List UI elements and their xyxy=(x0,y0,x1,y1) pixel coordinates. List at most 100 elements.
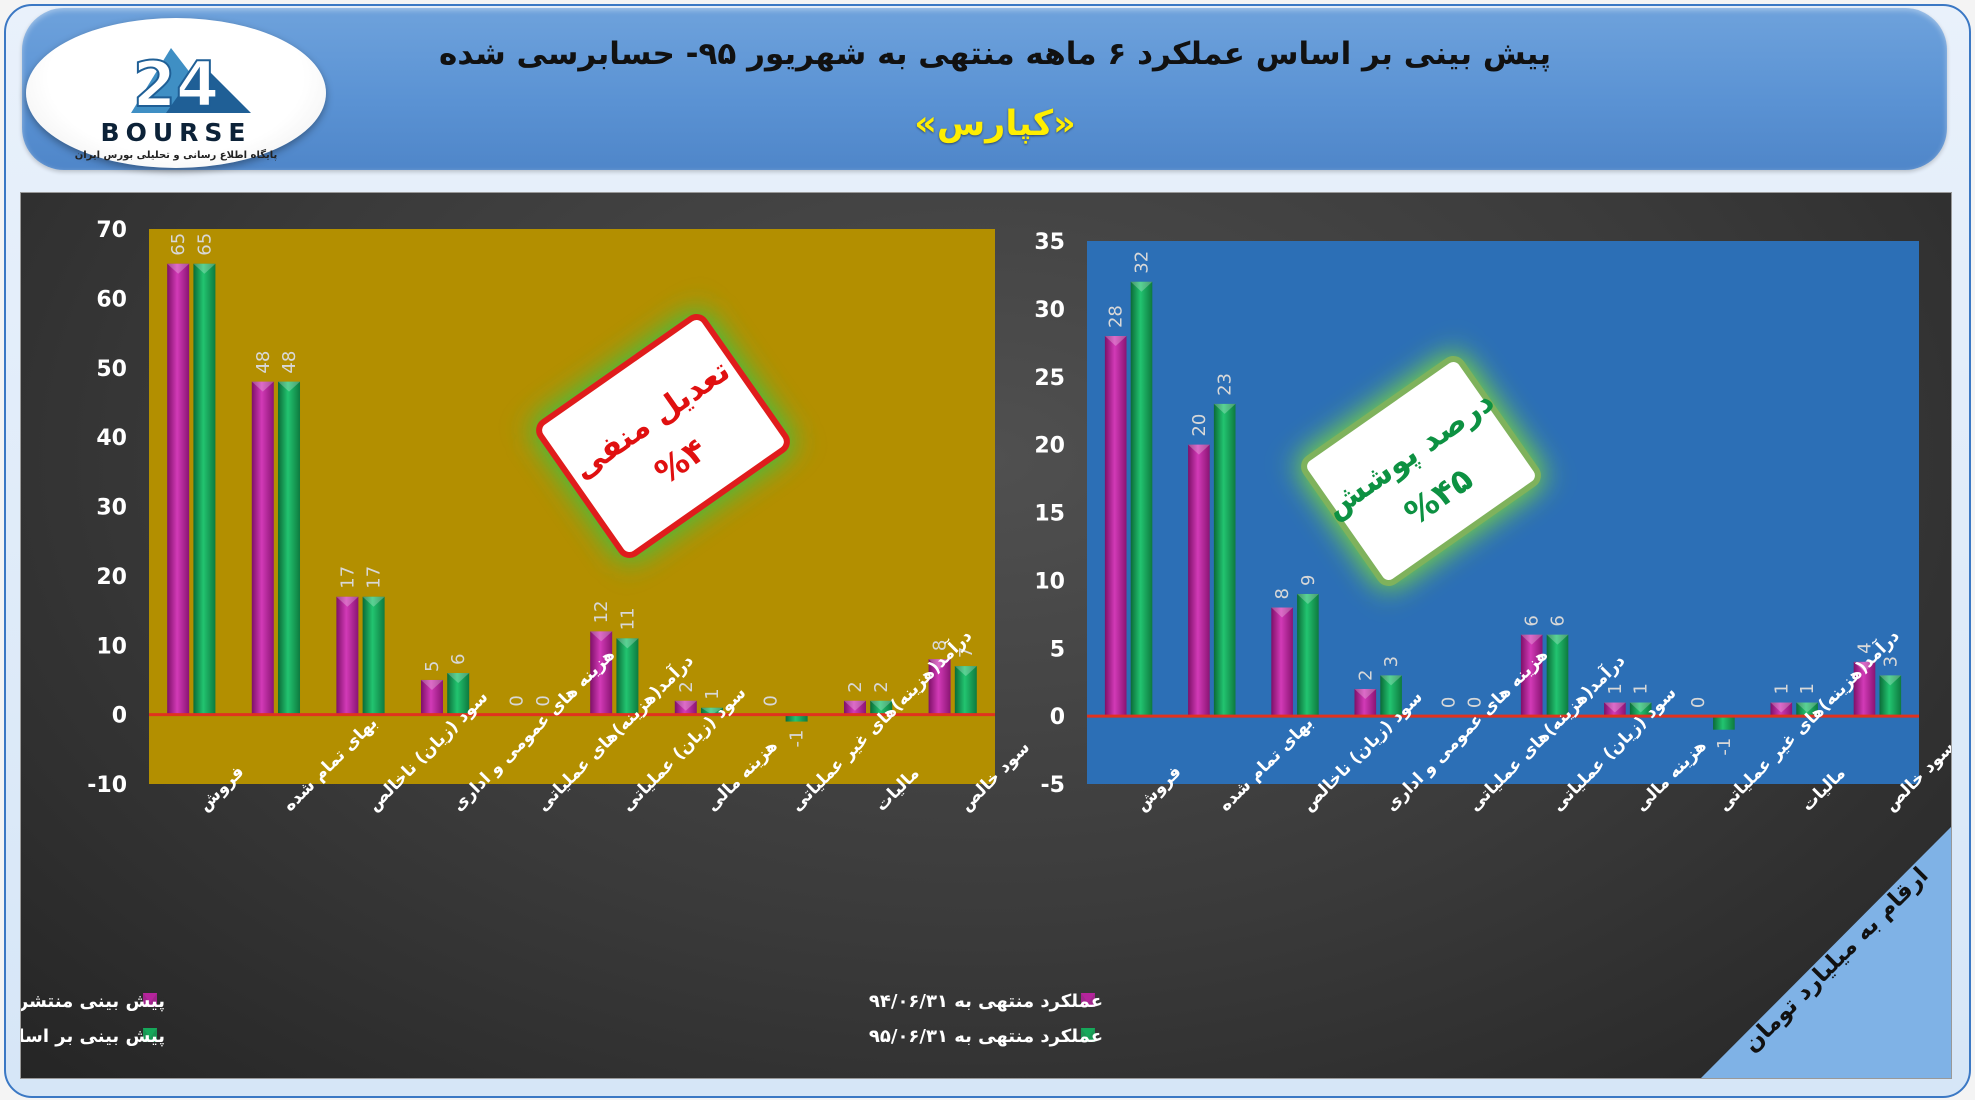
bar-bevel xyxy=(1213,403,1236,414)
bar xyxy=(251,381,274,715)
bar xyxy=(701,707,724,715)
y-tick-label: 25 xyxy=(1034,366,1065,391)
bar-bevel xyxy=(1297,593,1319,604)
bar-bevel xyxy=(1629,702,1652,713)
bar-bevel xyxy=(420,679,443,690)
data-label: 11 xyxy=(617,607,638,630)
legend-swatch-box xyxy=(143,993,157,1007)
data-label: 0 xyxy=(1439,697,1460,708)
bar xyxy=(362,596,385,715)
bar xyxy=(1104,336,1127,717)
data-label: 48 xyxy=(253,351,274,374)
bar xyxy=(1604,702,1626,717)
data-label: 7 xyxy=(956,647,977,658)
y-tick-label: 40 xyxy=(96,426,127,451)
logo-wordmark: BOURSE xyxy=(100,118,252,147)
bar xyxy=(167,263,190,715)
data-label: 9 xyxy=(1298,574,1319,585)
data-label: 5 xyxy=(422,660,443,671)
bar-bevel xyxy=(1604,702,1626,713)
bar xyxy=(336,596,359,715)
bar-bevel xyxy=(701,707,724,715)
logo-tagline: پایگاه اطلاع رسانی و تحلیلی بورس ایران xyxy=(74,150,278,161)
bar xyxy=(1713,716,1735,730)
bar-bevel xyxy=(251,381,274,392)
bar xyxy=(674,700,697,715)
logo-badge: 24 BOURSE پایگاه اطلاع رسانی و تحلیلی بو… xyxy=(26,18,326,168)
charts-canvas: -100102030405060706548175012202865481760… xyxy=(21,218,1951,1078)
bar xyxy=(1629,702,1652,717)
bar-bevel xyxy=(590,631,613,642)
bar xyxy=(278,381,301,715)
legend-label: پیش بینی بر اساس عملکرد ۶ ماهه xyxy=(21,1026,165,1047)
data-label: 4 xyxy=(1855,642,1876,653)
bar-bevel xyxy=(1879,675,1902,686)
data-label: 0 xyxy=(507,695,528,706)
y-tick-label: 30 xyxy=(96,496,127,521)
data-label: 0 xyxy=(1464,697,1485,708)
bar-bevel xyxy=(674,700,697,711)
bar-bevel xyxy=(1354,688,1377,699)
left-chart: -100102030405060706548175012202865481760… xyxy=(21,218,1034,1047)
data-label: 48 xyxy=(279,351,300,374)
bar-bevel xyxy=(1853,661,1876,672)
data-label: 17 xyxy=(364,566,385,589)
bar xyxy=(843,700,866,715)
bar-bevel xyxy=(447,673,470,683)
bar-bevel xyxy=(1130,281,1153,292)
data-label: 8 xyxy=(1272,588,1293,599)
bar xyxy=(590,631,613,715)
data-label: 2 xyxy=(676,681,697,692)
bar xyxy=(420,679,443,715)
bar-bevel xyxy=(362,596,385,607)
y-tick-label: 35 xyxy=(1034,230,1065,255)
bar xyxy=(1188,444,1210,717)
annotation-callout: تعدیل منفی%۴ xyxy=(533,311,793,561)
y-tick-label: 20 xyxy=(96,565,127,590)
bar xyxy=(1213,403,1236,717)
bar-bevel xyxy=(870,700,893,711)
data-label: 23 xyxy=(1215,373,1236,396)
units-badge: ارقام به میلیارد تومان xyxy=(1701,827,1951,1078)
data-label: 2 xyxy=(845,681,866,692)
svg-text:24: 24 xyxy=(133,48,219,121)
y-tick-label: 60 xyxy=(96,287,127,312)
data-label: 2 xyxy=(1355,670,1376,681)
data-label: 1 xyxy=(1771,683,1792,694)
bar-bevel xyxy=(1380,675,1402,686)
data-label: 1 xyxy=(1605,683,1626,694)
y-tick-label: 10 xyxy=(96,634,127,659)
bar xyxy=(1853,661,1876,717)
annotation-card xyxy=(1301,356,1541,586)
data-label: -1 xyxy=(1714,738,1735,756)
header-banner xyxy=(22,8,1947,170)
y-tick-label: -10 xyxy=(87,773,127,798)
bar xyxy=(785,714,808,722)
bar xyxy=(193,263,216,715)
data-label: 2 xyxy=(871,681,892,692)
bar-bevel xyxy=(928,659,951,670)
bar-bevel xyxy=(193,263,216,274)
y-tick-label: 0 xyxy=(1050,705,1065,730)
legend-label: عملکرد منتهی به ۹۵/۰۶/۳۱ xyxy=(869,1026,1103,1047)
bar xyxy=(447,673,470,715)
data-label: 12 xyxy=(591,600,612,623)
bar-bevel xyxy=(1520,634,1543,645)
bar-bevel xyxy=(1104,336,1127,347)
bar xyxy=(1271,607,1293,717)
bar-bevel xyxy=(616,638,639,649)
data-label: -1 xyxy=(787,730,808,748)
y-tick-label: -5 xyxy=(1041,773,1065,798)
bar xyxy=(1297,593,1319,717)
y-tick-label: 20 xyxy=(1034,434,1065,459)
chart-panel: -10 0 10 20 30 40 50 60 70 65 48 17 5 0 12 2 0 2 8 65 48 17 6 0… xyxy=(20,192,1952,1079)
bar-bevel xyxy=(336,596,359,607)
data-label: 6 xyxy=(448,654,469,665)
bar xyxy=(954,666,977,715)
bar-bevel xyxy=(1188,444,1210,455)
legend-label: عملکرد منتهی به ۹۴/۰۶/۳۱ xyxy=(869,991,1103,1012)
bar-bevel xyxy=(843,700,866,711)
data-label: 6 xyxy=(1522,615,1543,626)
bar xyxy=(1520,634,1543,717)
bar-bevel xyxy=(1796,702,1818,713)
